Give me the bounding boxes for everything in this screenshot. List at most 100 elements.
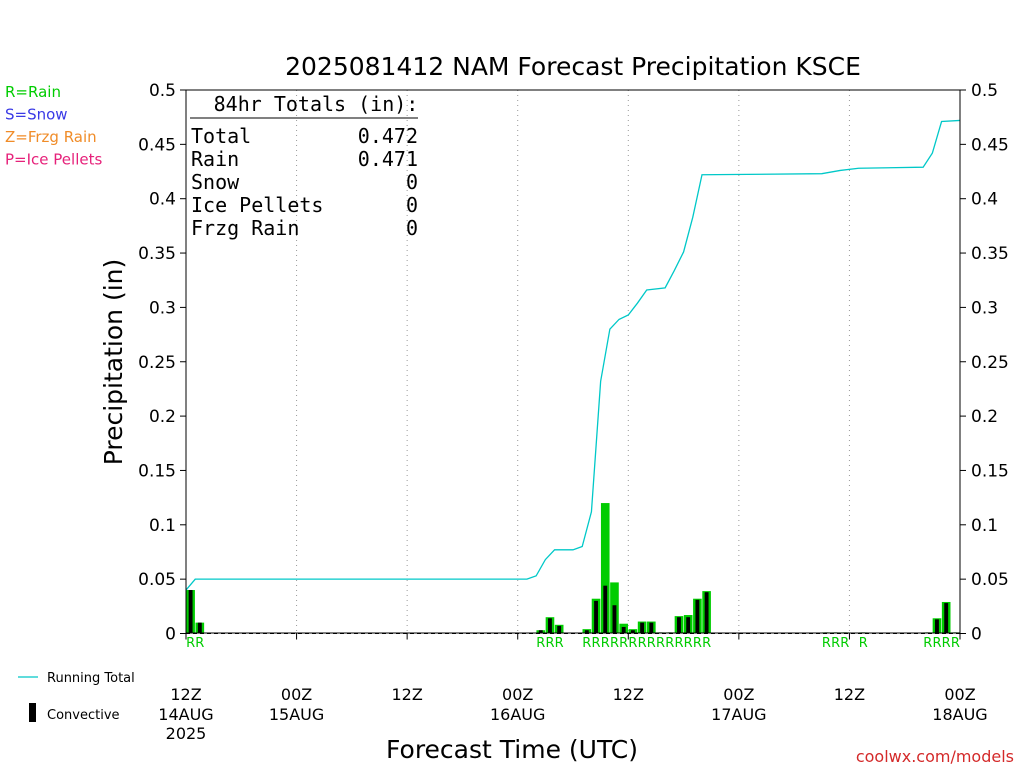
ptype-label: R [674,636,683,651]
x-tick-label: 12Z [391,685,422,704]
convective-legend-label: Convective [47,708,120,723]
convective-bar [538,630,543,634]
ptype-label: R [693,636,702,651]
running-total-legend-label: Running Total [47,671,135,686]
y-tick-label: 0.05 [138,570,176,590]
y-tick-label: 0.45 [971,135,1009,155]
y-tick-label: 0.25 [971,353,1009,373]
y-tick-label: 0.5 [149,81,176,101]
convective-bar [197,622,202,634]
y-tick-label: 0 [165,625,176,645]
y-tick-label: 0.1 [149,516,176,536]
x-tick-date: 16AUG [490,705,545,724]
ptype-label: R [628,636,637,651]
totals-label: Total [191,124,251,148]
precip-legend-s: S=Snow [5,106,68,124]
precip-legend-r: R=Rain [5,83,61,101]
convective-bar [640,622,645,634]
convective-bar [630,630,635,634]
convective-bar [557,625,562,634]
ptype-label: R [859,636,868,651]
x-tick-label: 12Z [170,685,201,704]
y-tick-label: 0.3 [971,298,998,318]
vertical-grid [296,90,850,634]
y-tick-label: 0.3 [149,298,176,318]
ptype-label: R [601,636,610,651]
convective-bar [695,599,700,634]
precip-legend-p: P=Ice Pellets [5,151,102,169]
totals-value: 0.472 [358,124,418,148]
y-tick-label: 0.1 [971,516,998,536]
ptype-label: R [195,636,204,651]
totals-label: Rain [191,147,239,171]
ptype-label: R [656,636,665,651]
totals-label: Snow [191,170,240,194]
x-tick-date: 18AUG [932,705,987,724]
x-tick-label: 00Z [502,685,533,704]
convective-bar [188,590,193,634]
y-tick-label: 0.45 [138,135,176,155]
y-axis-right: 0 0.05 0.1 0.15 0.2 0.25 0.3 0.35 0.4 0.45 0.5 [960,81,1009,645]
convective-bar [944,603,949,634]
totals-value: 0.471 [358,147,418,171]
totals-heading: 84hr Totals (in): [214,92,419,116]
y-tick-label: 0.15 [138,461,176,481]
convective-legend-swatch [29,703,36,722]
y-tick-label: 0.35 [138,244,176,264]
ptype-label: R [840,636,849,651]
ptype-label: R [638,636,647,651]
ptype-label: R [536,636,545,651]
y-tick-label: 0.2 [971,407,998,427]
ptype-label: R [831,636,840,651]
ptype-label: R [684,636,693,651]
y-tick-label: 0.15 [971,461,1009,481]
y-tick-label: 0.05 [971,570,1009,590]
ptype-label: R [932,636,941,651]
y-tick-label: 0.35 [971,244,1009,264]
convective-bar [621,626,626,634]
ptype-label: R [702,636,711,651]
convective-bar [677,617,681,634]
y-tick-label: 0.5 [971,81,998,101]
x-tick-label: 00Z [723,685,754,704]
y-axis-label: Precipitation (in) [99,259,128,466]
ptype-label: R [619,636,628,651]
ptype-label: R [647,636,656,651]
ptype-label: R [923,636,932,651]
precip-legend-z: Z=Frzg Rain [5,128,97,146]
running-total-line-group [185,119,961,591]
x-tick-label: 00Z [281,685,312,704]
chart-title: 2025081412 NAM Forecast Precipitation KS… [285,52,861,81]
totals-label: Frzg Rain [191,216,299,240]
ptype-label: R [592,636,601,651]
y-tick-label: 0.25 [138,353,176,373]
series-legend: Running Total Convective [18,671,135,723]
y-tick-label: 0.2 [149,407,176,427]
precip-bars [186,503,960,634]
ptype-label: R [555,636,564,651]
precip-type-legend: R=Rain S=Snow Z=Frzg Rain P=Ice Pellets [5,83,102,169]
ptype-label: R [951,636,960,651]
x-tick-year: 2025 [166,724,207,743]
x-tick-label: 12Z [834,685,865,704]
convective-bar [686,617,691,634]
ptype-label: R [822,636,831,651]
ptype-label: R [186,636,195,651]
ptype-label: R [610,636,619,651]
precip-bar [600,503,610,634]
convective-bar [649,622,654,634]
ptype-label: R [942,636,951,651]
x-tick-date: 14AUG [158,705,213,724]
x-tick-date: 15AUG [269,705,324,724]
x-axis-label: Forecast Time (UTC) [386,735,638,764]
convective-bar [935,619,939,634]
x-tick-label: 12Z [613,685,644,704]
convective-bar [612,605,617,634]
totals-value: 0 [406,216,418,240]
y-tick-label: 0.4 [971,190,998,210]
credit-text: coolwx.com/models [856,747,1014,766]
ptype-label: R [582,636,591,651]
